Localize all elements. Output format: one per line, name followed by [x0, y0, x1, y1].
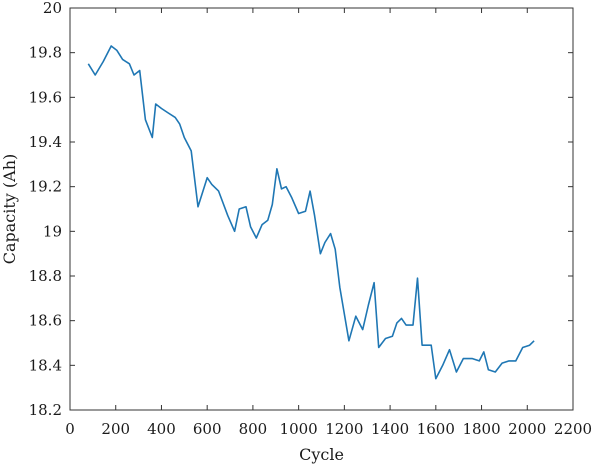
y-tick-label: 18.6 — [29, 312, 62, 330]
x-tick-label: 200 — [101, 420, 130, 438]
x-tick-label: 0 — [65, 420, 75, 438]
x-tick-label: 1800 — [462, 420, 500, 438]
y-tick-label: 20 — [43, 0, 62, 17]
x-tick-label: 800 — [239, 420, 268, 438]
series-line — [87, 45, 535, 380]
y-tick-label: 19 — [43, 222, 62, 240]
x-tick-label: 400 — [147, 420, 176, 438]
x-tick-label: 1200 — [325, 420, 363, 438]
y-tick-label: 18.8 — [29, 267, 62, 285]
x-tick-label: 1600 — [417, 420, 455, 438]
y-axis-title: Capacity (Ah) — [0, 154, 19, 265]
y-tick-label: 18.4 — [29, 356, 62, 374]
y-tick-label: 19.2 — [29, 178, 62, 196]
plot-frame — [69, 7, 574, 411]
x-tick-label: 600 — [193, 420, 222, 438]
y-tick-label: 19.8 — [29, 44, 62, 62]
x-tick-label: 1000 — [280, 420, 318, 438]
y-tick-label: 19.6 — [29, 88, 62, 106]
x-tick-label: 2000 — [508, 420, 546, 438]
x-tick-label: 1400 — [371, 420, 409, 438]
ticks-and-labels: 0 200 400 600 800 1000 1200 1400 1600 1800 2000 220… — [29, 0, 593, 438]
x-tick-label: 2200 — [554, 420, 592, 438]
x-axis-title: Cycle — [299, 445, 344, 464]
y-tick-label: 18.2 — [29, 401, 62, 419]
y-tick-label: 19.4 — [29, 133, 62, 151]
